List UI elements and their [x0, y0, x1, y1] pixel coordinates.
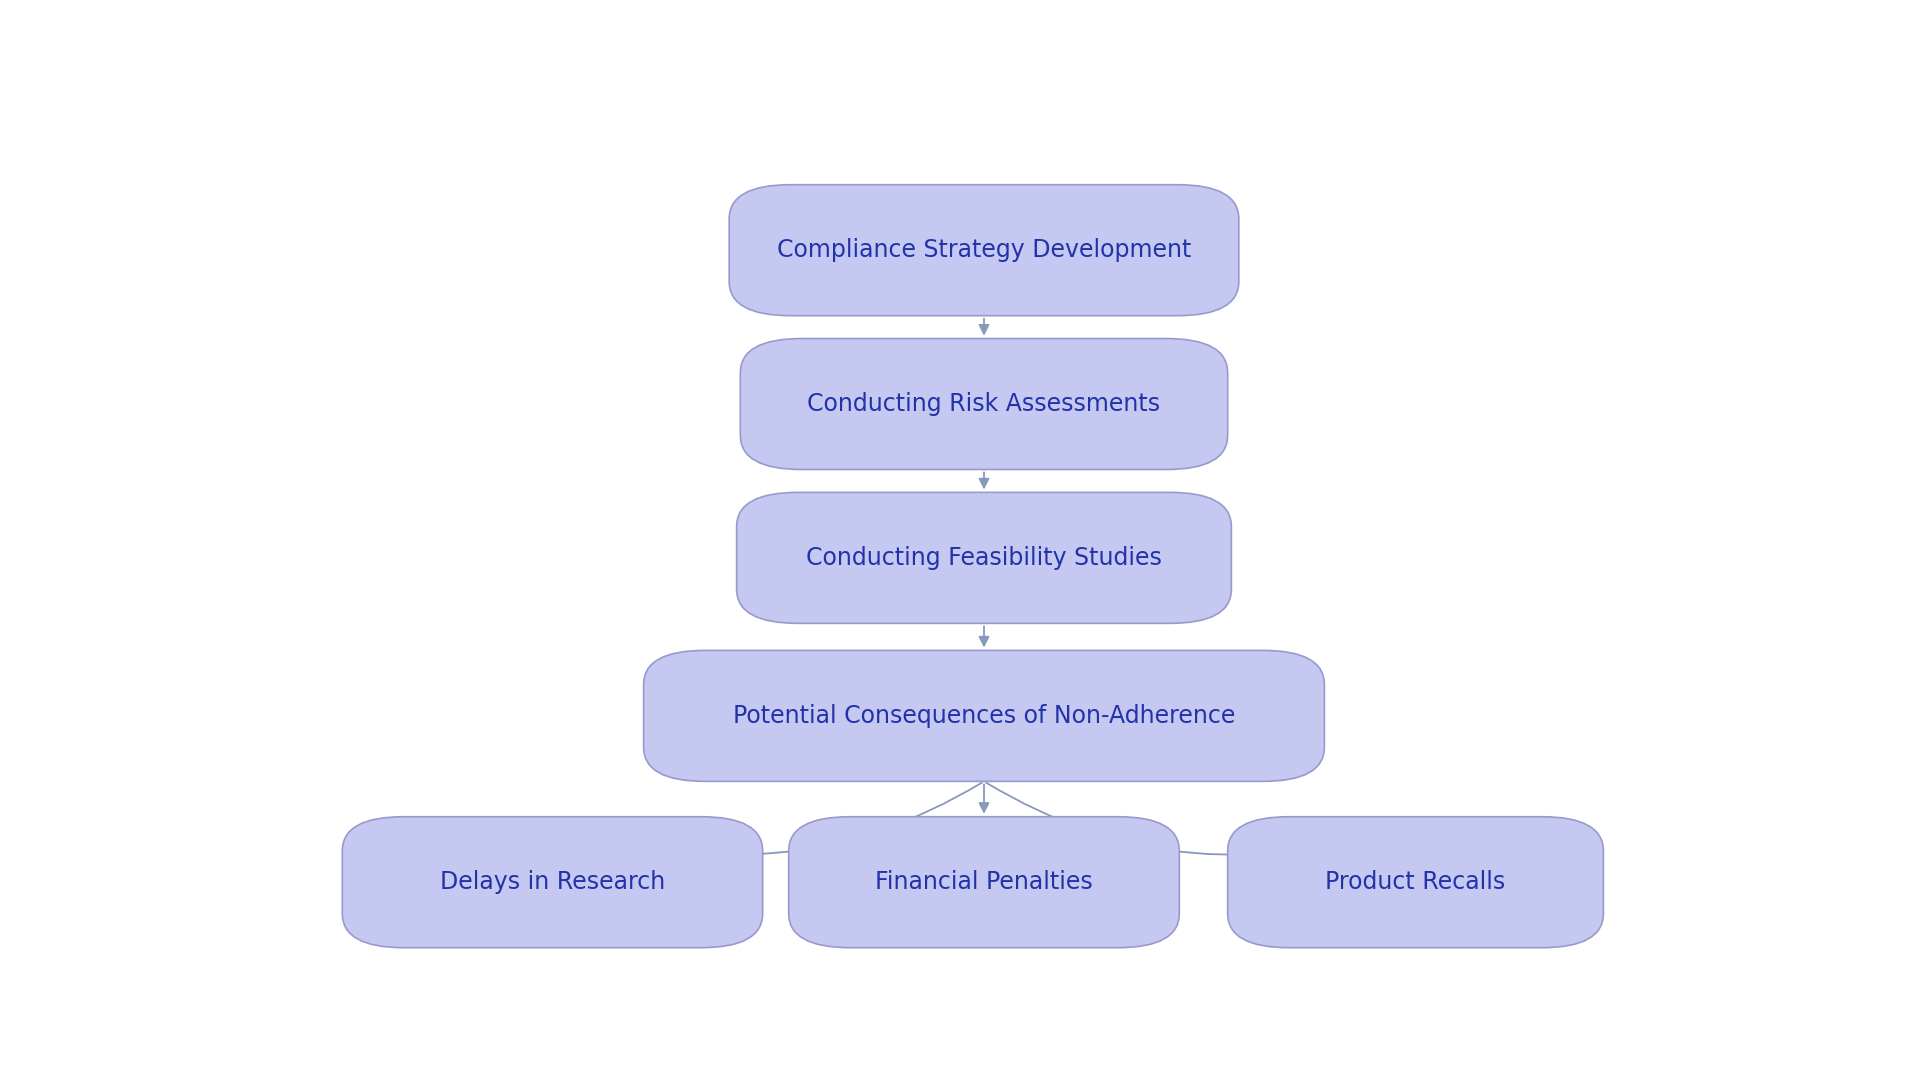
FancyBboxPatch shape [1227, 816, 1603, 947]
FancyBboxPatch shape [730, 185, 1238, 315]
Text: Conducting Feasibility Studies: Conducting Feasibility Studies [806, 545, 1162, 570]
Text: Potential Consequences of Non-Adherence: Potential Consequences of Non-Adherence [733, 704, 1235, 728]
FancyBboxPatch shape [643, 650, 1325, 781]
Text: Conducting Risk Assessments: Conducting Risk Assessments [808, 392, 1160, 416]
FancyBboxPatch shape [741, 338, 1227, 470]
Text: Delays in Research: Delays in Research [440, 870, 664, 894]
FancyBboxPatch shape [737, 492, 1231, 623]
Text: Product Recalls: Product Recalls [1325, 870, 1505, 894]
Text: Financial Penalties: Financial Penalties [876, 870, 1092, 894]
FancyBboxPatch shape [789, 816, 1179, 947]
FancyBboxPatch shape [342, 816, 762, 947]
Text: Compliance Strategy Development: Compliance Strategy Development [778, 239, 1190, 262]
